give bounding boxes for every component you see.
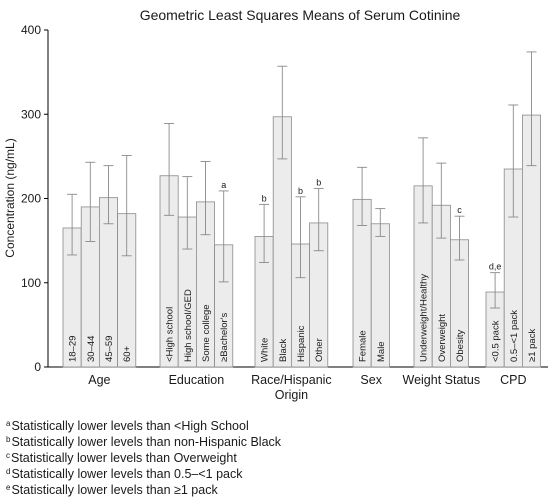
footnote: bStatistically lower levels than non-His… (6, 432, 546, 449)
bar-label: Black (278, 339, 289, 362)
footnote-text: Statistically lower levels than Overweig… (11, 451, 237, 465)
footnote-text: Statistically lower levels than non-Hisp… (11, 435, 282, 449)
bar-label: ≥Bachelor's (219, 312, 230, 362)
group-label: Weight Status (403, 373, 481, 387)
footnote-marker: a (6, 419, 11, 428)
bar-label: 45–59 (104, 336, 115, 362)
group-label: Age (88, 373, 110, 387)
significance-marker: b (262, 193, 267, 203)
y-tick-label: 400 (21, 23, 41, 37)
plot-area: 18–29 30–44 45–59 60+ <High school High schoo… (62, 51, 542, 368)
bar-label: <High school (165, 307, 176, 362)
significance-marker: b (298, 186, 303, 196)
group-label: Race/Hispanic Origin (251, 373, 332, 402)
bar-label: 60+ (122, 345, 133, 362)
footnote-marker: e (6, 483, 11, 492)
bar-label: Male (376, 341, 387, 362)
y-axis-label: Concentration (ng/mL) (3, 138, 17, 257)
group-label: CPD (500, 373, 526, 387)
significance-marker: a (221, 180, 226, 190)
bar-label: 18–29 (68, 336, 79, 362)
footnote: eStatistically lower levels than ≥1 pack (6, 480, 546, 497)
footnote-marker: c (6, 451, 10, 460)
y-tick-label: 300 (21, 107, 41, 121)
bar-label: ≥1 pack (527, 329, 538, 362)
footnote: dStatistically lower levels than 0.5–<1 … (6, 464, 546, 481)
bar-label: Hispanic (296, 325, 307, 362)
bar-label: Obesity (455, 330, 466, 362)
bar-label: 30–44 (86, 336, 97, 362)
x-axis-groups: Age Education Race/Hispanic Origin Sex Weight… (88, 373, 526, 402)
footnote: cStatistically lower levels than Overwei… (6, 448, 546, 465)
bar-label: Overweight (437, 314, 448, 362)
footnote: aStatistically lower levels than <High S… (6, 416, 546, 433)
bar-label: 0.5–<1 pack (509, 310, 520, 362)
bar-label: <0.5 pack (491, 320, 502, 362)
y-tick-label: 200 (21, 192, 41, 206)
y-tick-label: 0 (34, 360, 41, 374)
footnote-marker: b (6, 435, 11, 444)
chart: Geometric Least Squares Means of Serum C… (3, 7, 548, 402)
bar-label: High school/GED (183, 289, 194, 362)
significance-marker: b (316, 177, 321, 187)
bar-label: Other (314, 338, 325, 362)
bar-label: Underweight/Healthy (419, 274, 430, 362)
group-label: Sex (360, 373, 382, 387)
bar-label: Some college (201, 304, 212, 362)
significance-marker: d,e (489, 262, 502, 272)
footnote-text: Statistically lower levels than 0.5–<1 p… (11, 467, 243, 481)
chart-title: Geometric Least Squares Means of Serum C… (140, 7, 461, 23)
footnotes: aStatistically lower levels than <High S… (6, 416, 546, 497)
group-label-line: Race/Hispanic (251, 373, 332, 387)
footnote-text: Statistically lower levels than <High Sc… (11, 419, 249, 433)
footnote-text: Statistically lower levels than ≥1 pack (11, 483, 218, 497)
y-tick-label: 100 (21, 276, 41, 290)
group-label-line: Origin (275, 388, 308, 402)
footnote-marker: d (6, 467, 11, 476)
significance-marker: c (457, 205, 462, 215)
bar-label: Female (358, 330, 369, 362)
group-label: Education (169, 373, 225, 387)
bar-label: White (260, 338, 271, 362)
